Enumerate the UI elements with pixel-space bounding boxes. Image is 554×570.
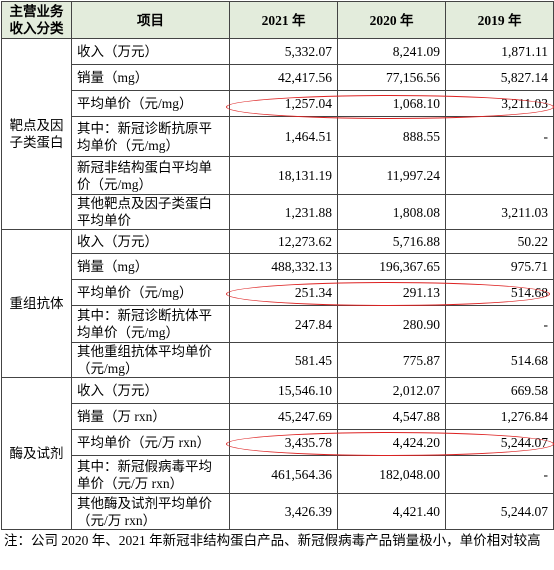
table-row: 其他重组抗体平均单价（元/mg） 581.45 775.87 514.68 bbox=[2, 342, 554, 378]
table-row: 其他酶及试剂平均单价（元/万 rxn） 3,426.39 4,421.40 5,244… bbox=[2, 493, 554, 530]
item-cell: 平均单价（元/mg） bbox=[71, 90, 230, 117]
value-cell: 514.68 bbox=[445, 279, 554, 306]
value-cell: 888.55 bbox=[337, 116, 446, 157]
revenue-table: 主营业务收入分类 项目 2021 年 2020 年 2019 年 靶点及因子类蛋白 收入（… bbox=[1, 1, 554, 530]
value-cell: 8,241.09 bbox=[337, 38, 446, 65]
group-cell: 重组抗体 bbox=[1, 229, 72, 378]
group-cell: 酶及试剂 bbox=[1, 377, 72, 530]
value-cell: 2,012.07 bbox=[337, 377, 446, 404]
item-cell: 收入（万元） bbox=[71, 377, 230, 404]
value-cell: 11,997.24 bbox=[337, 156, 446, 195]
table-row: 靶点及因子类蛋白 收入（万元） 5,332.07 8,241.09 1,871.11 bbox=[1, 38, 554, 230]
value-cell: 1,231.88 bbox=[229, 194, 338, 230]
value-cell: 280.90 bbox=[337, 305, 446, 343]
table-row: 销量（mg） 488,332.13 196,367.65 975.71 bbox=[2, 253, 554, 280]
value-cell: 42,417.56 bbox=[229, 64, 338, 91]
table-row: 其中：新冠诊断抗体平均单价（元/mg） 247.84 280.90- bbox=[2, 305, 554, 343]
value-cell: 488,332.13 bbox=[229, 253, 338, 280]
value-cell: 1,276.84 bbox=[445, 403, 554, 430]
header-cell: 2020 年 bbox=[337, 1, 446, 39]
group-cell: 靶点及因子类蛋白 bbox=[1, 38, 72, 230]
value-cell: 3,426.39 bbox=[229, 493, 338, 530]
table-row: 其中：新冠诊断抗原平均单价（元/mg） 1,464.51 888.55- bbox=[2, 116, 554, 157]
header-cell: 主营业务收入分类 bbox=[1, 1, 72, 39]
table-row: 新冠非结构蛋白平均单价（元/mg） 18,131.19 11,997.24 bbox=[2, 156, 554, 195]
value-cell: 5,332.07 bbox=[229, 38, 338, 65]
table-row: 其中：新冠假病毒平均单价（元/万 rxn） 461,564.36 182,048.0… bbox=[2, 455, 554, 494]
table-row: 酶及试剂 收入（万元） 15,546.10 2,012.07 669.58 bbox=[1, 377, 554, 530]
value-cell: 45,247.69 bbox=[229, 403, 338, 430]
item-cell: 新冠非结构蛋白平均单价（元/mg） bbox=[71, 156, 230, 195]
value-cell: 196,367.65 bbox=[337, 253, 446, 280]
value-cell: 251.34 bbox=[229, 279, 338, 306]
table-row: 平均单价（元/mg） 1,257.04 1,068.10 3,211.03 bbox=[2, 90, 554, 117]
table-row: 平均单价（元/万 rxn） 3,435.78 4,424.20 5,244.07 bbox=[2, 429, 554, 456]
value-cell: 581.45 bbox=[229, 342, 338, 378]
empty-cell bbox=[445, 156, 554, 195]
item-cell: 其他酶及试剂平均单价（元/万 rxn） bbox=[71, 493, 230, 530]
header-cell: 项目 bbox=[71, 1, 230, 39]
value-cell: 3,211.03 bbox=[445, 194, 554, 230]
value-cell: 1,464.51 bbox=[229, 116, 338, 157]
item-cell: 平均单价（元/mg） bbox=[71, 279, 230, 306]
value-cell: 975.71 bbox=[445, 253, 554, 280]
value-cell: 15,546.10 bbox=[229, 377, 338, 404]
value-cell: 5,827.14 bbox=[445, 64, 554, 91]
table-row: 销量（mg） 42,417.56 77,156.56 5,827.14 bbox=[2, 64, 554, 91]
table-body: 靶点及因子类蛋白 收入（万元） 5,332.07 8,241.09 1,871.11 销量… bbox=[1, 38, 554, 530]
item-cell: 其中：新冠诊断抗原平均单价（元/mg） bbox=[71, 116, 230, 157]
value-cell: 514.68 bbox=[445, 342, 554, 378]
value-cell: 3,211.03 bbox=[445, 90, 554, 117]
value-cell: 1,871.11 bbox=[445, 38, 554, 65]
table-row: 重组抗体 收入（万元） 12,273.62 5,716.88 50.22 bbox=[1, 229, 554, 378]
item-cell: 收入（万元） bbox=[71, 38, 230, 65]
value-cell: 775.87 bbox=[337, 342, 446, 378]
value-cell: 5,244.07 bbox=[445, 493, 554, 530]
header-cell: 2021 年 bbox=[229, 1, 338, 39]
value-cell: 77,156.56 bbox=[337, 64, 446, 91]
item-cell: 其他重组抗体平均单价（元/mg） bbox=[71, 342, 230, 378]
item-cell: 其中：新冠假病毒平均单价（元/万 rxn） bbox=[71, 455, 230, 494]
value-cell: - bbox=[445, 116, 554, 157]
header-cell: 2019 年 bbox=[445, 1, 554, 39]
value-cell: 4,424.20 bbox=[337, 429, 446, 456]
item-cell: 销量（万 rxn） bbox=[71, 403, 230, 430]
value-cell: 291.13 bbox=[337, 279, 446, 306]
value-cell: 12,273.62 bbox=[229, 229, 338, 254]
item-cell: 其中：新冠诊断抗体平均单价（元/mg） bbox=[71, 305, 230, 343]
value-cell: 5,244.07 bbox=[445, 429, 554, 456]
header-row: 主营业务收入分类 项目 2021 年 2020 年 2019 年 bbox=[1, 1, 554, 39]
value-cell: 4,547.88 bbox=[337, 403, 446, 430]
value-cell: 1,257.04 bbox=[229, 90, 338, 117]
value-cell: 5,716.88 bbox=[337, 229, 446, 254]
value-cell: 1,808.08 bbox=[337, 194, 446, 230]
value-cell: 461,564.36 bbox=[229, 455, 338, 494]
item-cell: 销量（mg） bbox=[71, 64, 230, 91]
item-cell: 其他靶点及因子类蛋白平均单价 bbox=[71, 194, 230, 230]
footnote: 注：公司 2020 年、2021 年新冠非结构蛋白产品、新冠假病毒产品销量极小，… bbox=[4, 533, 541, 548]
value-cell: - bbox=[445, 455, 554, 494]
value-cell: 18,131.19 bbox=[229, 156, 338, 195]
table-row: 其他靶点及因子类蛋白平均单价 1,231.88 1,808.08 3,211.03 bbox=[2, 194, 554, 230]
item-cell: 平均单价（元/万 rxn） bbox=[71, 429, 230, 456]
item-cell: 收入（万元） bbox=[71, 229, 230, 254]
table-row: 平均单价（元/mg） 251.34 291.13 514.68 bbox=[2, 279, 554, 306]
value-cell: 3,435.78 bbox=[229, 429, 338, 456]
value-cell: 669.58 bbox=[445, 377, 554, 404]
table-row: 销量（万 rxn） 45,247.69 4,547.88 1,276.84 bbox=[2, 403, 554, 430]
value-cell: 182,048.00 bbox=[337, 455, 446, 494]
item-cell: 销量（mg） bbox=[71, 253, 230, 280]
value-cell: 247.84 bbox=[229, 305, 338, 343]
value-cell: 4,421.40 bbox=[337, 493, 446, 530]
value-cell: 50.22 bbox=[445, 229, 554, 254]
value-cell: 1,068.10 bbox=[337, 90, 446, 117]
value-cell: - bbox=[445, 305, 554, 343]
